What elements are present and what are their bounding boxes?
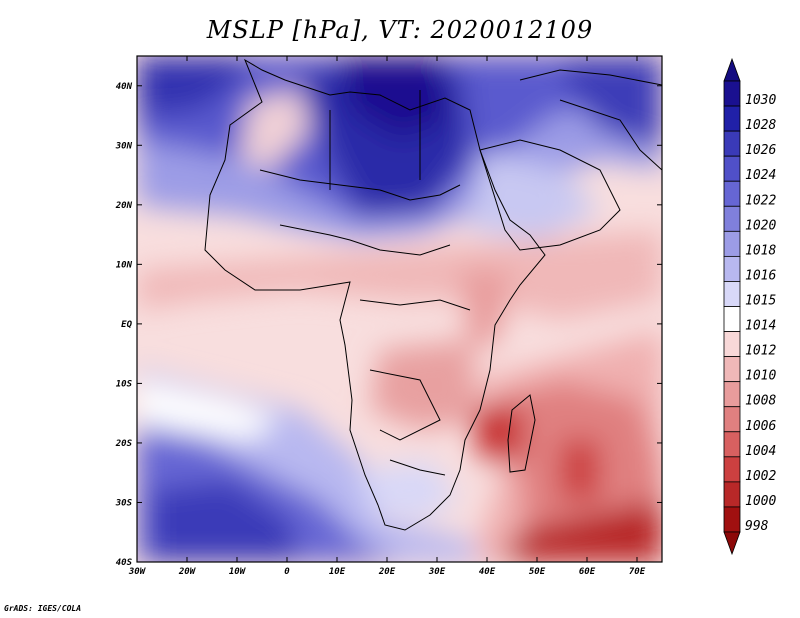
colorbar-label: 1016 [745,268,776,283]
colorbar-swatch [723,506,741,533]
x-tick-label: 70E [629,567,646,577]
colorbar-swatch [723,105,741,132]
x-tick-label: 20E [378,567,396,577]
colorbar-label: 998 [745,519,769,534]
y-tick-label: EQ [121,320,132,330]
y-tick-label: 30S [115,498,133,508]
colorbar-swatch [723,130,741,157]
pressure-field [137,56,662,562]
colorbar-label: 1006 [745,419,776,434]
colorbar-label: 1000 [745,494,776,509]
colorbar-swatch [723,180,741,207]
y-tick-label: 10N [116,260,133,270]
x-tick-label: 10W [229,567,247,577]
colorbar-swatch [723,80,741,107]
y-axis: 40N 30N 20N 10N EQ 10S 20S 30S 40S [115,82,662,568]
x-tick-label: 30W [128,567,147,577]
y-tick-label: 10S [116,379,133,389]
colorbar: 1030 1028 1026 1024 1022 1020 1018 1016 1015 1014… [723,57,776,556]
colorbar-label: 1024 [745,168,776,183]
colorbar-swatch [723,155,741,182]
colorbar-label: 1008 [745,394,776,409]
colorbar-label: 1004 [745,444,776,459]
colorbar-label: 1030 [745,93,776,108]
colorbar-swatch [723,456,741,483]
colorbar-swatch [723,306,741,332]
colorbar-label: 1026 [745,143,776,158]
x-tick-label: 10E [329,567,346,577]
colorbar-label: 1015 [745,294,776,309]
y-tick-label: 30N [115,141,133,151]
colorbar-label: 1020 [745,218,776,233]
colorbar-label: 1022 [745,193,776,208]
colorbar-swatch [723,381,741,408]
x-tick-label: 50E [529,567,546,577]
colorbar-label: 1018 [745,243,776,258]
credit-label: GrADS: IGES/COLA [4,604,82,613]
colorbar-label: 1012 [745,344,776,359]
x-tick-label: 0 [284,567,290,577]
colorbar-swatch [723,356,741,383]
y-tick-label: 40N [116,82,133,92]
plot-frame [136,55,663,563]
map-title: MSLP [hPa], VT: 2020012109 [206,16,594,44]
y-tick-label: 40S [116,558,133,568]
y-tick-label: 20S [115,439,133,449]
colorbar-top-arrow [723,57,741,82]
x-axis: 30W 20W 10W 0 10E 20E 30E 40E 50E 60E 70E [128,56,646,577]
colorbar-bottom-arrow [723,531,741,556]
colorbar-label: 1002 [745,469,776,484]
colorbar-swatch [723,431,741,458]
colorbar-swatch [723,205,741,232]
colorbar-swatch [723,481,741,508]
colorbar-swatch [723,331,741,358]
colorbar-label: 1028 [745,118,776,133]
colorbar-swatch [723,255,741,282]
colorbar-swatch [723,281,741,307]
x-tick-label: 40E [479,567,496,577]
y-tick-label: 20N [115,201,133,211]
x-tick-label: 60E [579,567,596,577]
colorbar-label: 1010 [745,369,776,384]
colorbar-swatch [723,406,741,433]
colorbar-swatch [723,230,741,257]
coastlines [204,58,662,531]
x-tick-label: 20W [178,567,197,577]
x-tick-label: 30E [428,567,446,577]
colorbar-label: 1014 [745,319,776,334]
